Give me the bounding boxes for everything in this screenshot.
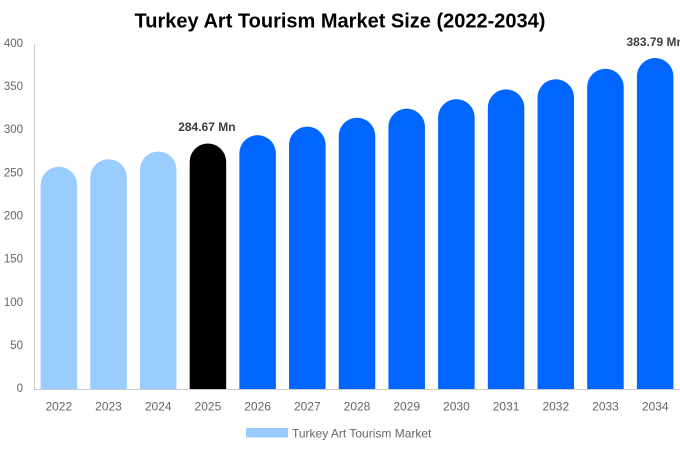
svg-text:2028: 2028 xyxy=(344,400,371,414)
svg-text:2026: 2026 xyxy=(244,400,271,414)
svg-text:2025: 2025 xyxy=(195,400,222,414)
svg-text:2023: 2023 xyxy=(95,400,122,414)
svg-text:Turkey Art Tourism Market: Turkey Art Tourism Market xyxy=(292,427,432,441)
svg-text:0: 0 xyxy=(17,383,23,395)
svg-text:2029: 2029 xyxy=(393,400,420,414)
svg-text:2022: 2022 xyxy=(45,400,72,414)
svg-text:2030: 2030 xyxy=(443,400,470,414)
svg-text:383.79 Mn: 383.79 Mn xyxy=(627,35,680,49)
svg-text:400: 400 xyxy=(4,38,23,50)
svg-text:300: 300 xyxy=(4,124,23,136)
svg-text:200: 200 xyxy=(4,211,23,223)
svg-text:2032: 2032 xyxy=(542,400,569,414)
svg-text:250: 250 xyxy=(4,167,23,179)
svg-text:284.67 Mn: 284.67 Mn xyxy=(178,120,235,134)
svg-text:2027: 2027 xyxy=(294,400,321,414)
svg-text:2034: 2034 xyxy=(642,400,669,414)
svg-text:350: 350 xyxy=(4,81,23,93)
svg-text:2033: 2033 xyxy=(592,400,619,414)
svg-text:50: 50 xyxy=(10,340,23,352)
svg-text:100: 100 xyxy=(4,297,23,309)
svg-text:Turkey Art Tourism Market Size: Turkey Art Tourism Market Size (2022-203… xyxy=(135,11,546,33)
svg-text:2024: 2024 xyxy=(145,400,172,414)
svg-text:2031: 2031 xyxy=(493,400,520,414)
svg-text:150: 150 xyxy=(4,254,23,266)
